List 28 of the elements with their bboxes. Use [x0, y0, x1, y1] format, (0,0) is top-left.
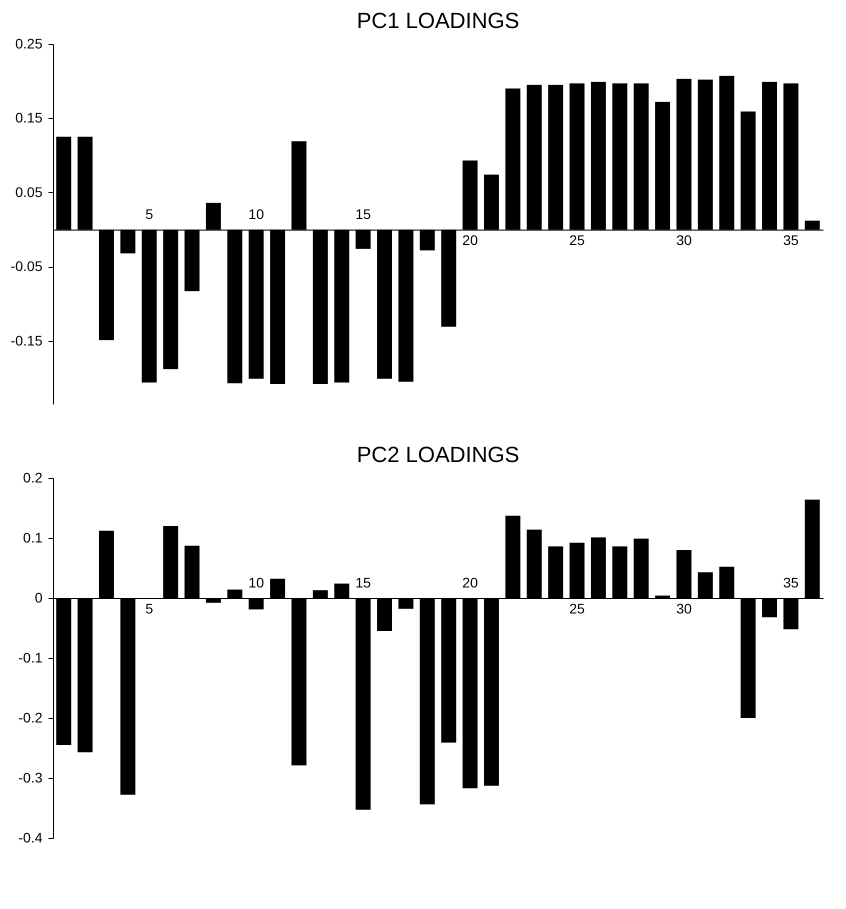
x-tick-label: 10 — [248, 574, 264, 590]
x-tick-label: 30 — [676, 232, 692, 248]
x-tick-label: 10 — [248, 206, 264, 222]
y-tick-label: 0.05 — [15, 184, 43, 200]
x-tick-label: 20 — [462, 232, 478, 248]
y-tick-label: -0.3 — [18, 770, 43, 786]
x-tick-label: 20 — [462, 574, 478, 590]
y-tick-label: 0.25 — [15, 36, 43, 52]
x-tick-label: 5 — [145, 600, 154, 616]
x-tick-label: 30 — [676, 600, 692, 616]
y-tick-label: 0 — [34, 590, 43, 606]
y-tick-label: -0.05 — [10, 258, 43, 274]
y-tick-label: -0.4 — [18, 830, 43, 846]
x-tick-label: 15 — [355, 574, 372, 590]
x-tick-label: 25 — [569, 232, 586, 248]
y-tick-label: 0.15 — [15, 110, 43, 126]
chart-title: PC1 LOADINGS — [356, 8, 520, 33]
y-tick-label: -0.1 — [18, 650, 43, 666]
y-tick-label: 0.1 — [23, 530, 43, 546]
x-tick-label: 35 — [783, 574, 799, 590]
x-tick-label: 25 — [569, 600, 586, 616]
y-tick-label: -0.2 — [18, 710, 43, 726]
x-tick-label: 15 — [355, 206, 372, 222]
x-tick-label: 35 — [783, 232, 799, 248]
y-tick-label: -0.15 — [10, 332, 43, 348]
x-tick-label: 5 — [145, 206, 154, 222]
y-tick-label: 0.2 — [23, 470, 43, 486]
chart-title: PC2 LOADINGS — [356, 442, 520, 467]
